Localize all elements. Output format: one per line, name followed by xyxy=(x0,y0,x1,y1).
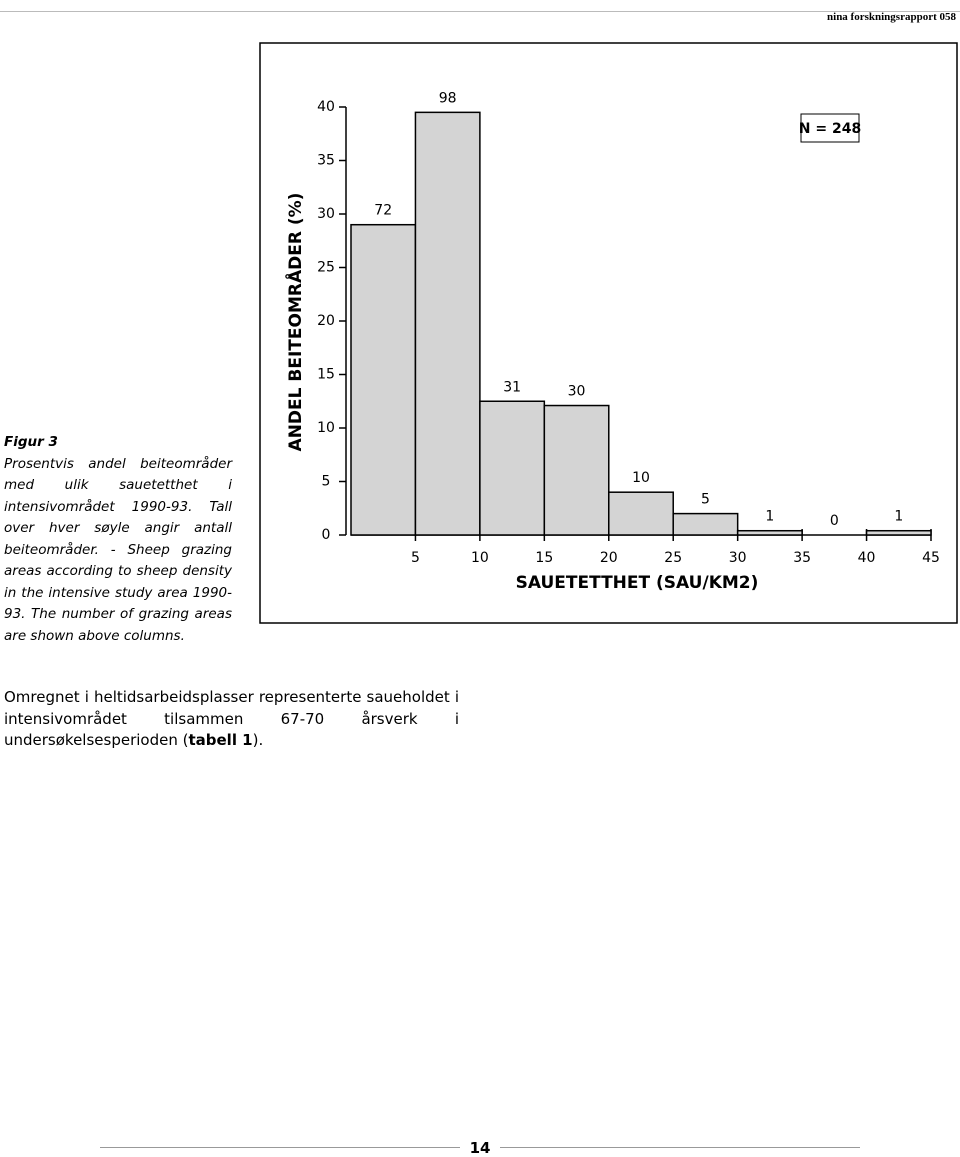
bar xyxy=(350,223,417,536)
table-ref: tabell 1 xyxy=(188,731,253,749)
y-tick-label: 25 xyxy=(317,260,335,276)
y-tick-label: 10 xyxy=(317,420,335,436)
header-rule: nina forskningsrapport 058 xyxy=(0,11,960,23)
figure-label: Figur 3 xyxy=(4,434,58,450)
x-tick-label: 35 xyxy=(793,550,811,566)
y-tick-label: 5 xyxy=(322,474,331,490)
x-tick-label: 30 xyxy=(729,550,747,566)
annotation: N = 248 xyxy=(799,121,861,137)
bar xyxy=(543,404,610,536)
footer-rule xyxy=(500,1147,860,1148)
bar xyxy=(736,529,803,536)
y-axis-label: ANDEL BEITEOMRÅDER (%) xyxy=(283,193,306,452)
footer-rule xyxy=(100,1147,460,1148)
x-tick-label: 10 xyxy=(471,550,489,566)
bar-count-label: 72 xyxy=(374,203,392,219)
bar xyxy=(865,529,932,536)
x-tick-label: 15 xyxy=(535,550,553,566)
x-tick-label: 45 xyxy=(922,550,940,566)
figure-caption: Figur 3 Prosentvis andel beiteområder med… xyxy=(4,432,232,647)
x-tick-label: 40 xyxy=(858,550,876,566)
bar xyxy=(414,111,481,536)
x-axis-label: SAUETETTHET (SAU/KM2) xyxy=(516,573,759,593)
bar-count-label: 98 xyxy=(439,90,457,106)
body-text: ). xyxy=(252,731,264,749)
bar xyxy=(479,400,546,536)
body-text: Omregnet i heltidsarbeidsplasser represe… xyxy=(4,687,459,752)
y-tick-label: 40 xyxy=(317,99,335,115)
y-tick-label: 30 xyxy=(317,206,335,222)
x-tick-label: 25 xyxy=(664,550,682,566)
annotation-box xyxy=(800,113,860,143)
x-tick-label: 5 xyxy=(411,550,420,566)
chart-frame xyxy=(259,42,958,624)
bar-count-label: 5 xyxy=(701,492,710,508)
body-text: Omregnet i heltidsarbeidsplasser represe… xyxy=(4,688,459,749)
y-tick-label: 20 xyxy=(317,313,335,329)
bar-count-label: 0 xyxy=(830,513,839,529)
page-number: 14 xyxy=(469,1139,491,1157)
bar-count-label: 30 xyxy=(568,384,586,400)
bar-count-label: 10 xyxy=(632,470,650,486)
caption-text: Prosentvis andel beiteområder med ulik s… xyxy=(4,455,232,644)
y-tick-label: 0 xyxy=(322,527,331,543)
y-tick-label: 15 xyxy=(317,367,335,383)
bar xyxy=(608,491,674,536)
bar-count-label: 1 xyxy=(894,509,903,525)
bar xyxy=(672,512,739,536)
x-tick-label: 20 xyxy=(600,550,618,566)
bar-count-label: 31 xyxy=(503,379,521,395)
bar-count-label: 1 xyxy=(765,509,774,525)
y-tick-label: 35 xyxy=(317,153,335,169)
running-header: nina forskningsrapport 058 xyxy=(827,11,956,23)
footer: 14 xyxy=(0,1139,960,1157)
